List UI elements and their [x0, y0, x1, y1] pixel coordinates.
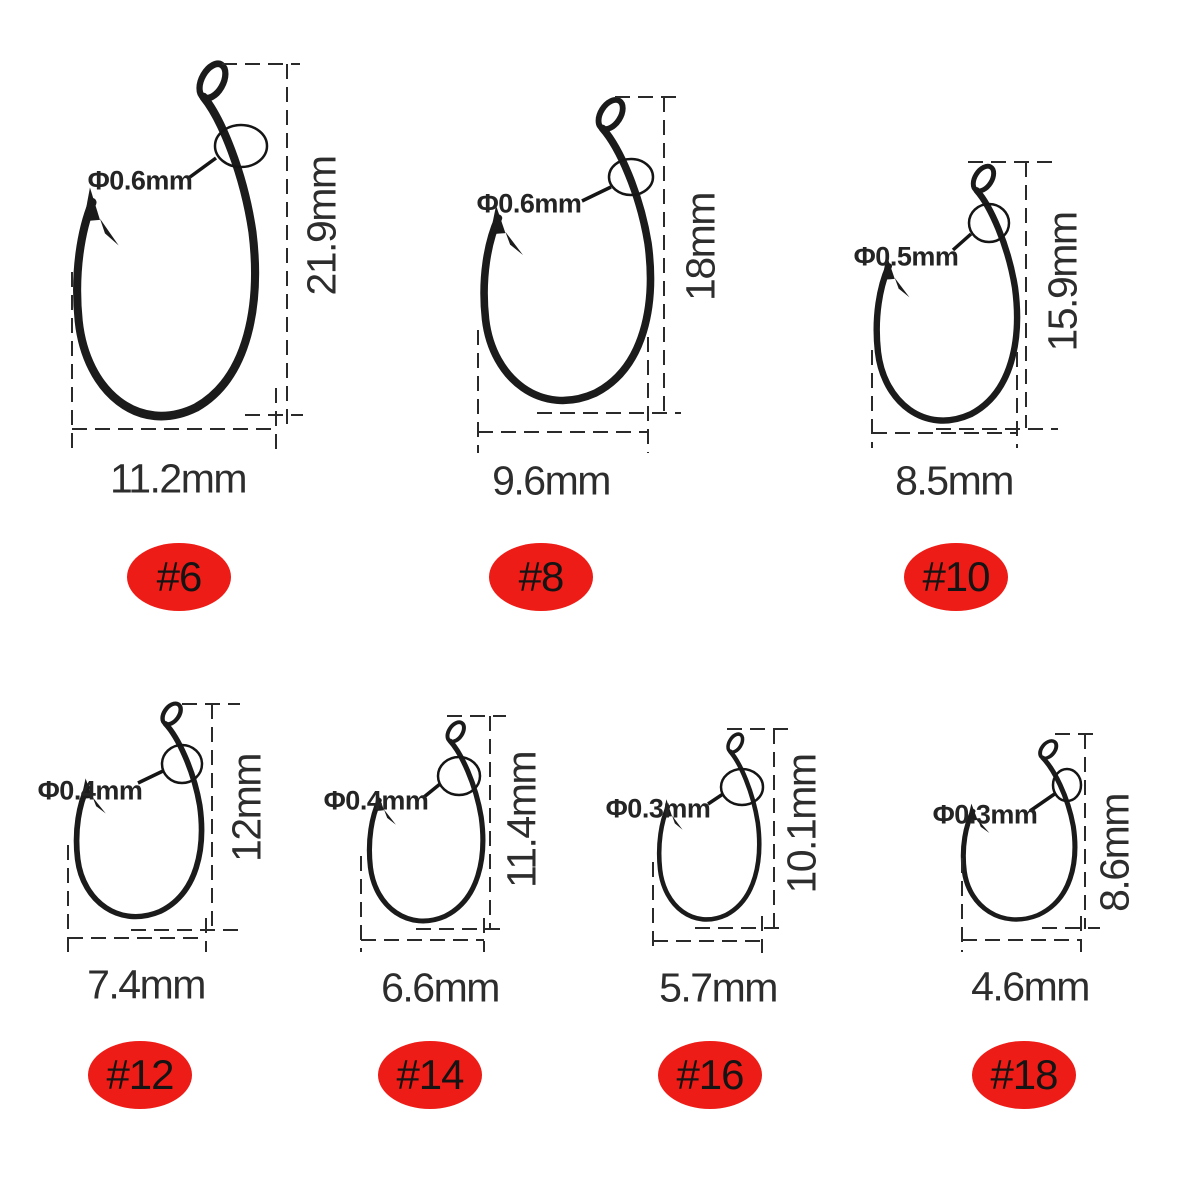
wire-diameter-callout-circle — [967, 202, 1011, 244]
callout-pointer-line — [1029, 791, 1057, 813]
hook-illustration-8 — [477, 96, 683, 453]
hook-width-label: 7.4mm — [87, 961, 206, 1008]
hook-height-label: 18mm — [677, 193, 724, 301]
hook-width-label: 11.2mm — [109, 455, 248, 502]
size-badge-label: #12 — [106, 1051, 174, 1098]
size-badge: #16 — [658, 1041, 762, 1109]
size-badge: #8 — [489, 543, 593, 611]
hook-width-label: 8.5mm — [895, 457, 1014, 504]
hook-width-label: 5.7mm — [659, 964, 778, 1011]
hook-illustration-16 — [652, 728, 790, 953]
hook-height-label: 15.9mm — [1039, 212, 1086, 352]
size-badge: #18 — [972, 1041, 1076, 1109]
hook-height-label: 10.1mm — [778, 754, 825, 894]
size-badge-label: #6 — [156, 553, 203, 600]
callout-pointer-line — [188, 156, 218, 179]
wire-diameter-label: Φ0.5mm — [853, 241, 959, 272]
hook-illustration-14 — [360, 715, 508, 952]
size-badge: #10 — [904, 543, 1008, 611]
wire-diameter-label: Φ0.6mm — [87, 165, 193, 196]
wire-diameter-label: Φ0.3mm — [932, 799, 1038, 830]
size-badge-label: #16 — [676, 1051, 744, 1098]
hook-illustration-6 — [71, 59, 303, 452]
wire-diameter-callout-circle — [1051, 767, 1083, 803]
size-badge-label: #10 — [922, 553, 990, 600]
hook-illustration-18 — [962, 733, 1100, 952]
wire-diameter-callout-circle — [607, 157, 655, 197]
hook-height-label: 21.9mm — [298, 156, 345, 296]
callout-pointer-line — [951, 232, 973, 252]
size-badge: #12 — [88, 1041, 192, 1109]
wire-diameter-callout-circle — [719, 767, 765, 807]
wire-diameter-label: Φ0.3mm — [605, 793, 711, 824]
callout-pointer-line — [707, 792, 724, 806]
size-badge: #6 — [127, 543, 231, 611]
callout-pointer-line — [137, 769, 164, 785]
hook-illustration-12 — [67, 701, 240, 952]
wire-diameter-callout-circle — [436, 755, 482, 797]
wire-diameter-label: Φ0.6mm — [476, 188, 582, 219]
hook-width-label: 6.6mm — [381, 964, 500, 1011]
hook-height-label: 11.4mm — [498, 751, 545, 889]
hook-height-label: 8.6mm — [1091, 794, 1138, 912]
hook-width-label: 4.6mm — [971, 963, 1090, 1010]
callout-pointer-line — [581, 185, 612, 203]
wire-diameter-label: Φ0.4mm — [323, 785, 429, 816]
size-badge: #14 — [378, 1041, 482, 1109]
hook-height-label: 12mm — [223, 754, 270, 862]
callout-pointer-line — [422, 782, 442, 799]
wire-diameter-callout-circle — [160, 743, 204, 785]
wire-diameter-label: Φ0.4mm — [37, 775, 143, 806]
hook-width-label: 9.6mm — [492, 457, 611, 504]
size-badge-label: #14 — [396, 1051, 464, 1098]
hook-illustration-10 — [871, 162, 1058, 448]
wire-diameter-callout-circle — [213, 123, 269, 169]
size-badge-label: #8 — [518, 553, 565, 600]
size-badge-label: #18 — [990, 1051, 1058, 1098]
